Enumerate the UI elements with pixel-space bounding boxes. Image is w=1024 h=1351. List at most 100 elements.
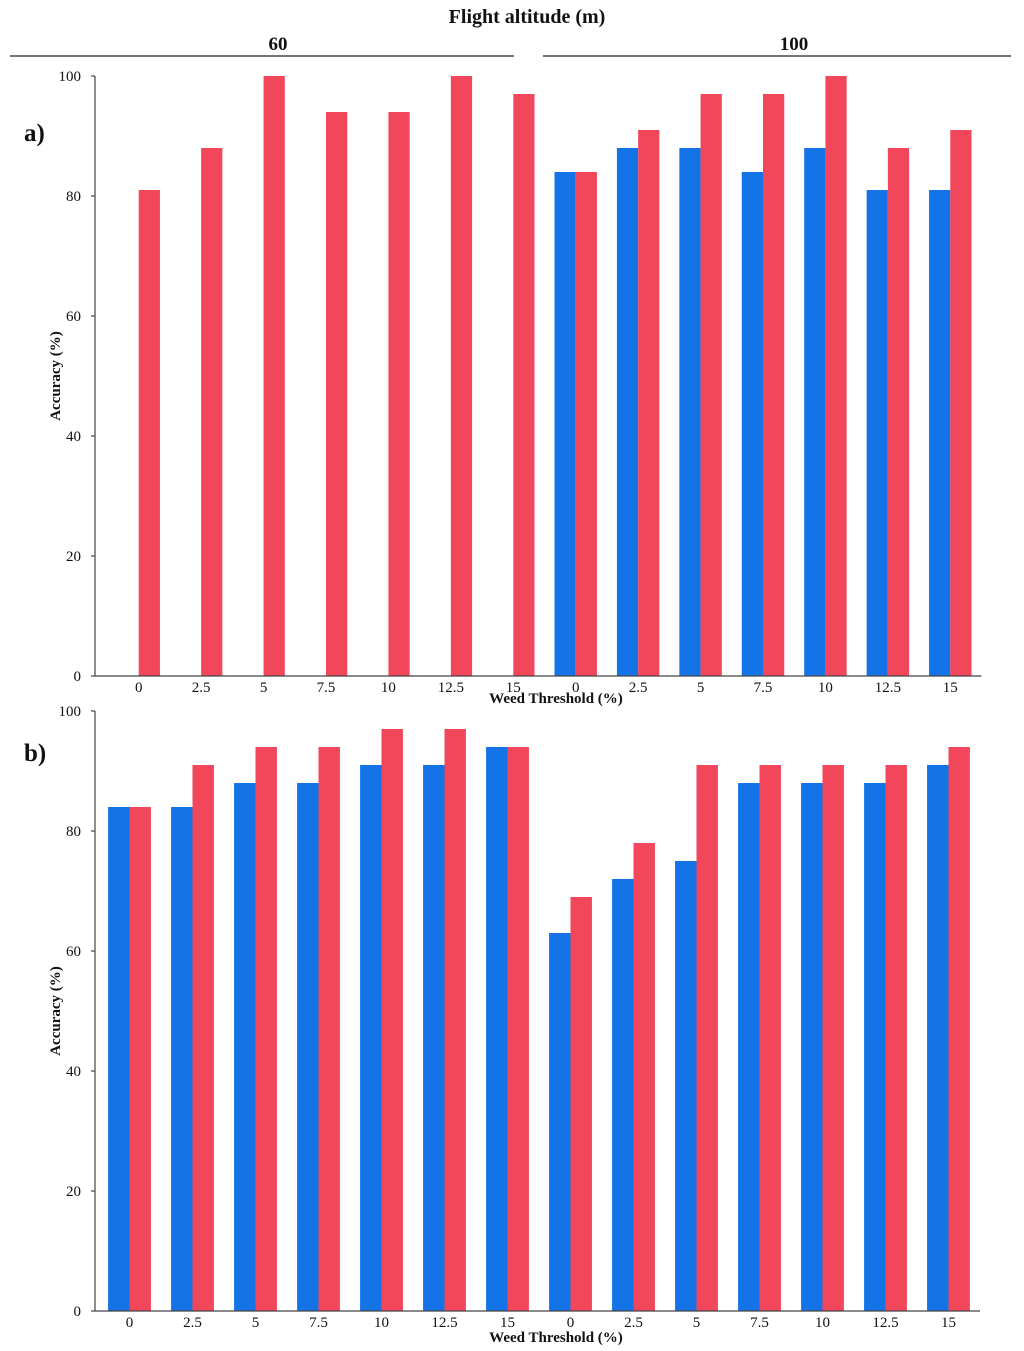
x-tick-label: 7.5 <box>317 680 336 696</box>
x-tick-label: 2.5 <box>629 680 648 696</box>
figure-title: Flight altitude (m) <box>449 6 606 28</box>
x-tick-label: 10 <box>818 680 833 696</box>
bar-series1 <box>801 783 823 1311</box>
y-tick-label: 100 <box>59 704 82 720</box>
panel-label: b) <box>24 740 46 767</box>
x-tick-label: 5 <box>252 1315 260 1331</box>
y-tick-label: 40 <box>66 429 81 445</box>
group-label-60: 60 <box>269 34 288 55</box>
y-tick-label: 60 <box>66 309 81 325</box>
bar-series1 <box>549 933 571 1311</box>
bar-series1 <box>486 747 508 1311</box>
x-tick-label: 0 <box>135 680 143 696</box>
x-axis-label: Weed Threshold (%) <box>489 1330 623 1346</box>
bar-series2 <box>138 190 160 676</box>
bar-series2 <box>759 765 781 1311</box>
bar-series1 <box>804 148 826 676</box>
bar-series2 <box>513 94 535 676</box>
bar-series2 <box>575 172 597 676</box>
bar-series2 <box>444 729 466 1311</box>
bar-series1 <box>675 861 697 1311</box>
panel-b-chart: b) 0 20 40 60 80 100 0 2.5 5 7.5 10 12.5 15 0 2.5 5 7.5 10… <box>24 704 980 1346</box>
bar-series1 <box>360 765 382 1311</box>
bar-series2 <box>318 747 340 1311</box>
bar-series1 <box>679 148 701 676</box>
bar-series2 <box>887 148 910 676</box>
y-tick-label: 20 <box>66 1184 81 1200</box>
bar-series2 <box>763 94 785 676</box>
x-tick-label: 2.5 <box>624 1315 643 1331</box>
bar-series2 <box>192 765 214 1311</box>
bar-series1 <box>927 765 949 1311</box>
bar-series2 <box>263 76 285 676</box>
x-tick-label: 7.5 <box>309 1315 328 1331</box>
y-tick-label: 60 <box>66 944 81 960</box>
x-tick-label: 12.5 <box>875 680 901 696</box>
x-tick-label: 0 <box>572 680 580 696</box>
y-tick-label: 80 <box>66 189 81 205</box>
bar-series1 <box>866 190 888 676</box>
bar-series1 <box>171 807 193 1311</box>
bar-series1 <box>741 172 763 676</box>
bar-series1 <box>554 172 576 676</box>
x-tick-label: 10 <box>381 680 396 696</box>
bar-series1 <box>423 765 445 1311</box>
bar-series2 <box>570 897 592 1311</box>
x-tick-label: 0 <box>567 1315 575 1331</box>
panel-a-chart: a) 0 20 40 60 80 100 0 2.5 5 7.5 10 12.5 15 0 2.5 5 7.5 10… <box>24 69 982 707</box>
y-tick-label: 80 <box>66 824 81 840</box>
y-axis-label: Accuracy (%) <box>48 331 64 421</box>
bar-series1 <box>929 190 951 676</box>
y-axis-label: Accuracy (%) <box>48 966 64 1056</box>
bar-series2 <box>948 747 970 1311</box>
bar-series2 <box>633 843 655 1311</box>
bar-series2 <box>326 112 348 676</box>
bar-series2 <box>201 148 223 676</box>
bar-series1 <box>297 783 319 1311</box>
x-tick-label: 5 <box>693 1315 701 1331</box>
y-tick-label: 0 <box>74 669 82 685</box>
bar-series1 <box>108 807 130 1311</box>
bar-series2 <box>507 747 529 1311</box>
bar-series2 <box>129 807 151 1311</box>
bar-series1 <box>864 783 886 1311</box>
group-label-100: 100 <box>780 34 809 55</box>
y-tick-label: 20 <box>66 549 81 565</box>
x-tick-label: 12.5 <box>872 1315 898 1331</box>
bar-series2 <box>450 76 473 676</box>
x-axis-label: Weed Threshold (%) <box>489 691 623 707</box>
bar-series1 <box>738 783 760 1311</box>
bar-series2 <box>388 112 410 676</box>
x-tick-label: 12.5 <box>438 680 464 696</box>
x-tick-label: 0 <box>126 1315 134 1331</box>
bar-series2 <box>696 765 718 1311</box>
x-tick-label: 2.5 <box>183 1315 202 1331</box>
x-tick-label: 10 <box>815 1315 830 1331</box>
bar-series1 <box>616 148 639 676</box>
x-tick-label: 15 <box>941 1315 956 1331</box>
x-tick-label: 12.5 <box>431 1315 457 1331</box>
x-tick-label: 2.5 <box>192 680 211 696</box>
bar-series2 <box>255 747 277 1311</box>
y-tick-label: 100 <box>59 69 82 85</box>
bar-series2 <box>950 130 972 676</box>
y-tick-label: 0 <box>74 1304 82 1320</box>
y-tick-label: 40 <box>66 1064 81 1080</box>
x-tick-label: 5 <box>260 680 268 696</box>
x-tick-label: 7.5 <box>750 1315 769 1331</box>
x-tick-label: 7.5 <box>754 680 773 696</box>
bar-series2 <box>822 765 844 1311</box>
x-tick-label: 10 <box>374 1315 389 1331</box>
bar-series2 <box>825 76 847 676</box>
bar-series1 <box>612 879 634 1311</box>
bar-series2 <box>381 729 403 1311</box>
x-tick-label: 5 <box>697 680 705 696</box>
x-tick-label: 15 <box>506 680 521 696</box>
x-tick-label: 15 <box>500 1315 515 1331</box>
panel-label: a) <box>24 120 45 147</box>
bar-series2 <box>700 94 722 676</box>
x-tick-label: 15 <box>943 680 958 696</box>
bar-series2 <box>638 130 660 676</box>
bar-series2 <box>885 765 907 1311</box>
